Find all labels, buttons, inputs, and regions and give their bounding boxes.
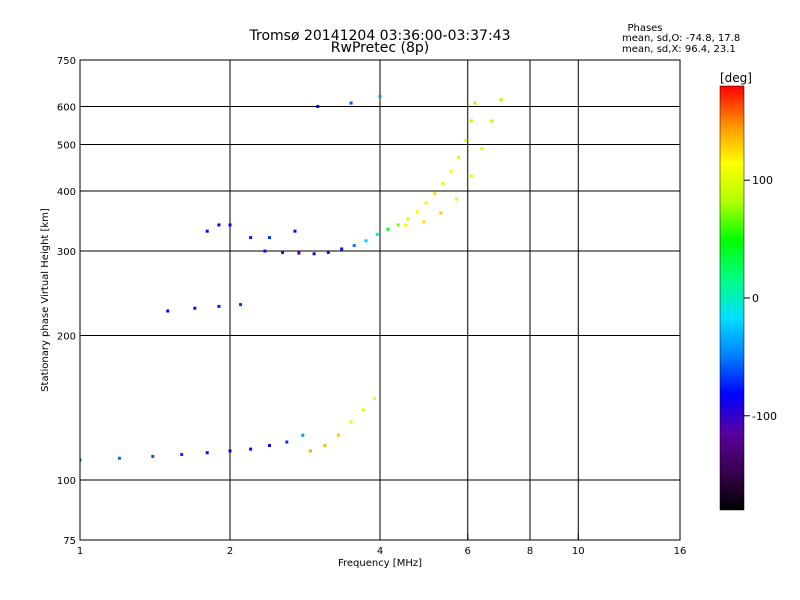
data-point — [80, 458, 82, 462]
data-point — [352, 244, 356, 248]
x-tick-label: 1 — [77, 546, 83, 557]
data-point — [386, 227, 390, 231]
x-tick-label: 16 — [674, 546, 687, 557]
data-point — [473, 101, 477, 105]
chart-title: Tromsø 20141204 03:36:00-03:37:43 — [249, 28, 511, 44]
data-point — [415, 210, 419, 214]
data-point — [336, 433, 340, 437]
data-point — [323, 444, 327, 448]
data-point — [293, 229, 297, 233]
data-point — [378, 94, 382, 98]
data-point — [469, 174, 473, 178]
data-point — [228, 449, 232, 453]
data-point — [455, 197, 459, 201]
data-point — [439, 211, 443, 215]
colorbar-tick-label: -100 — [752, 410, 777, 423]
data-point — [349, 101, 353, 105]
data-point — [249, 447, 253, 451]
x-tick-label: 10 — [572, 546, 585, 557]
data-point — [449, 169, 453, 173]
data-point — [281, 250, 285, 254]
data-point — [180, 453, 184, 457]
colorbar: [deg] 100 0 -100 — [719, 71, 777, 511]
data-point — [490, 119, 494, 123]
data-point — [375, 232, 379, 236]
y-axis-label: Stationary phase Virtual Height [km] — [40, 208, 51, 392]
x-axis-label: Frequency [MHz] — [338, 558, 422, 569]
data-point — [263, 249, 267, 253]
data-point — [297, 251, 301, 255]
data-point — [422, 220, 426, 224]
y-tick-label: 75 — [63, 536, 76, 547]
data-point — [285, 440, 289, 444]
colorbar-unit: [deg] — [720, 71, 752, 85]
data-point — [441, 181, 445, 185]
grid-lines — [80, 60, 680, 540]
data-point — [396, 223, 400, 227]
data-point — [166, 309, 170, 313]
data-points — [80, 94, 503, 462]
data-point — [217, 223, 221, 227]
data-point — [457, 155, 461, 159]
data-point — [433, 192, 437, 196]
x-tick-label: 8 — [527, 546, 533, 557]
y-tick-label: 400 — [57, 187, 76, 198]
y-tick-label: 750 — [57, 56, 76, 67]
data-point — [403, 223, 407, 227]
x-axis-ticks: 1 2 4 6 8 10 16 — [77, 534, 687, 557]
colorbar-tick-label: 0 — [752, 292, 759, 305]
data-point — [406, 217, 410, 221]
data-point — [267, 444, 271, 448]
data-point — [469, 119, 473, 123]
data-point — [117, 456, 121, 460]
data-point — [464, 138, 468, 142]
chart-subtitle: RwPretec (8p) — [331, 40, 429, 56]
data-point — [361, 408, 365, 412]
data-point — [480, 147, 484, 151]
data-point — [301, 433, 305, 437]
data-point — [499, 98, 503, 102]
data-point — [267, 236, 271, 240]
y-tick-label: 200 — [57, 332, 76, 343]
data-point — [205, 451, 209, 455]
y-tick-label: 500 — [57, 141, 76, 152]
colorbar-ticks: 100 0 -100 — [744, 174, 777, 423]
colorbar-gradient — [719, 85, 745, 511]
data-point — [340, 247, 344, 251]
y-tick-label: 100 — [57, 476, 76, 487]
stats-line-x: mean, sd,X: 96.4, 23.1 — [622, 44, 736, 55]
data-point — [239, 303, 243, 307]
x-tick-label: 4 — [377, 546, 383, 557]
data-point — [364, 239, 368, 243]
data-point — [373, 396, 377, 400]
data-point — [312, 252, 316, 256]
data-point — [349, 420, 353, 424]
stats-line-o: mean, sd,O: -74.8, 17.8 — [622, 33, 740, 44]
y-axis-ticks: 75 100 200 300 400 500 600 750 — [57, 56, 86, 547]
colorbar-tick-label: 100 — [752, 174, 773, 187]
y-tick-label: 600 — [57, 103, 76, 114]
data-point — [316, 105, 320, 109]
data-point — [424, 201, 428, 205]
x-tick-label: 2 — [227, 546, 233, 557]
y-tick-label: 300 — [57, 247, 76, 258]
data-point — [326, 250, 330, 254]
stats-heading: Phases — [627, 23, 662, 34]
data-point — [193, 306, 197, 310]
data-point — [217, 304, 221, 308]
data-point — [151, 454, 155, 458]
data-point — [205, 229, 209, 233]
data-point — [249, 236, 253, 240]
data-point — [308, 449, 312, 453]
x-tick-label: 6 — [465, 546, 471, 557]
data-point — [228, 223, 232, 227]
